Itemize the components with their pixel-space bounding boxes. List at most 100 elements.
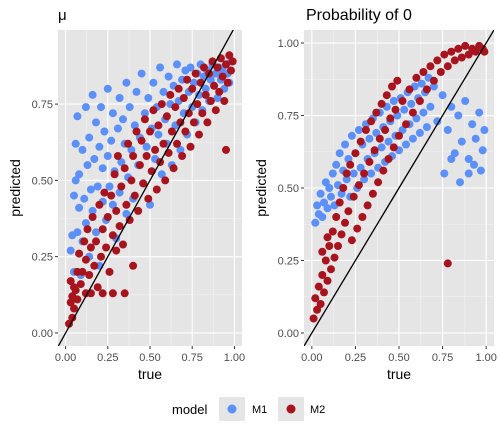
point-m2 [358, 213, 367, 221]
point-m2 [341, 218, 349, 227]
point-m2 [337, 230, 346, 239]
point-m2 [210, 81, 219, 90]
point-m2 [225, 51, 234, 60]
point-m2 [368, 189, 377, 198]
point-m2 [130, 191, 139, 200]
point-m2 [313, 305, 322, 314]
point-m2 [103, 213, 112, 221]
point-m2 [107, 191, 116, 200]
point-m1 [328, 169, 337, 178]
point-m1 [356, 163, 365, 172]
point-m1 [97, 103, 105, 112]
point-m1 [461, 97, 470, 105]
panel-probability-of-0: 0.00 0.25 0.50 0.75 1.00 0.00 0.25 0.50 0.75 1.00… [253, 7, 497, 382]
point-m2 [377, 99, 386, 108]
point-m2 [330, 253, 339, 262]
point-m1 [189, 78, 198, 87]
point-m1 [113, 124, 122, 133]
point-m2 [415, 97, 424, 105]
legend: model M1 M2 [172, 397, 325, 421]
point-m1 [372, 128, 381, 137]
point-m1 [83, 161, 92, 170]
point-m2 [318, 271, 327, 279]
point-m2 [142, 152, 151, 160]
point-m1 [320, 198, 328, 207]
point-m2 [213, 63, 222, 72]
point-m2 [179, 94, 188, 102]
point-m2 [66, 277, 75, 286]
point-m2 [119, 240, 127, 249]
x-tick-label: 0.25 [97, 352, 118, 364]
point-m2 [391, 105, 400, 114]
point-m1 [398, 126, 407, 134]
point-m2 [419, 68, 428, 76]
point-m2 [222, 145, 230, 154]
point-m2 [332, 213, 341, 221]
point-m2 [65, 319, 73, 328]
y-tick-label: 0.25 [32, 252, 53, 264]
x-tick-label: 0.75 [181, 352, 202, 364]
point-m1 [471, 134, 480, 143]
point-m1 [85, 133, 94, 142]
point-m1 [325, 184, 334, 192]
point-m2 [81, 255, 90, 264]
point-m1 [130, 121, 139, 130]
point-m2 [189, 118, 198, 127]
point-m2 [395, 131, 403, 140]
point-m1 [117, 158, 126, 167]
point-m2 [361, 126, 370, 134]
point-m2 [184, 109, 193, 118]
point-m2 [75, 249, 84, 258]
point-m2 [398, 97, 407, 105]
point-m1 [95, 142, 104, 151]
x-tick-label: 0.00 [55, 352, 76, 364]
point-m1 [429, 82, 438, 91]
point-m1 [92, 228, 100, 237]
point-m2 [389, 143, 398, 152]
point-m1 [88, 90, 97, 99]
point-m1 [80, 194, 89, 203]
point-m2 [327, 265, 335, 274]
point-m2 [454, 44, 463, 53]
point-m2 [161, 176, 170, 185]
point-m2 [76, 280, 85, 289]
point-m1 [132, 87, 141, 96]
identity-line [304, 30, 494, 346]
point-m1 [321, 178, 330, 187]
point-m1 [108, 200, 117, 209]
point-m2 [354, 181, 363, 190]
point-m2 [211, 106, 220, 115]
point-m1 [100, 127, 109, 136]
point-m1 [156, 63, 165, 72]
point-m1 [144, 94, 153, 102]
point-m2 [203, 118, 212, 127]
point-m1 [335, 149, 344, 158]
point-m1 [195, 90, 203, 99]
point-m2 [447, 47, 456, 56]
point-m2 [440, 50, 449, 59]
point-m2 [66, 298, 75, 307]
point-m1 [347, 131, 356, 140]
point-m2 [201, 90, 210, 99]
x-tick-label: 0.25 [345, 352, 366, 364]
point-m2 [318, 247, 327, 256]
point-m2 [83, 225, 92, 234]
point-m1 [454, 111, 463, 120]
point-m2 [206, 97, 215, 105]
point-m2 [108, 289, 117, 298]
point-m2 [132, 127, 141, 136]
point-m1 [407, 99, 416, 108]
point-m2 [433, 56, 442, 65]
point-m1 [73, 112, 82, 121]
point-m2 [384, 155, 393, 163]
point-m2 [137, 136, 146, 145]
point-m2 [375, 134, 384, 143]
point-m1 [468, 120, 477, 129]
point-m2 [181, 127, 190, 136]
point-m1 [456, 178, 464, 187]
point-m2 [162, 112, 171, 121]
point-m2 [323, 233, 332, 242]
y-tick-label: 0.75 [278, 111, 299, 123]
point-m2 [344, 207, 353, 216]
